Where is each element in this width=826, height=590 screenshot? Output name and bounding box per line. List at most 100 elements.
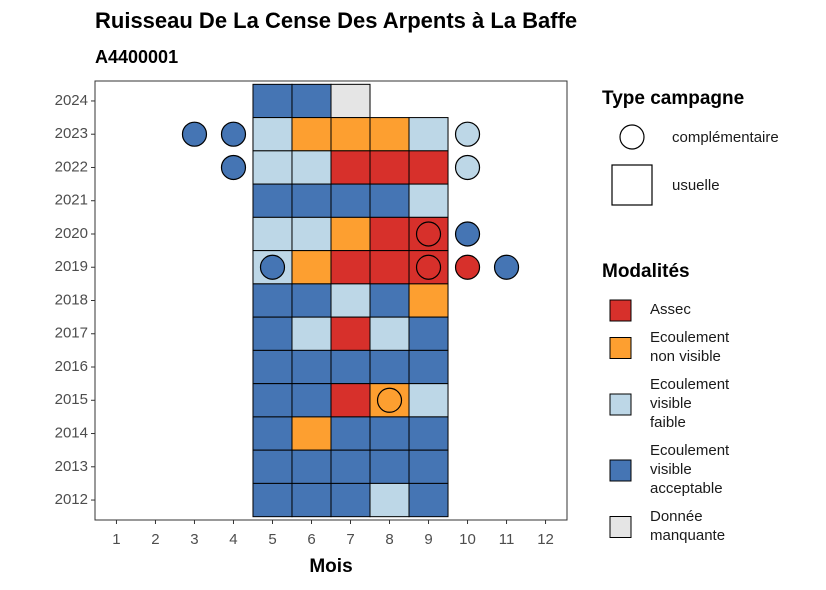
point (220, 121, 247, 147)
point (415, 254, 442, 280)
x-tick-label: 10 (459, 531, 476, 548)
tile (252, 482, 293, 518)
legend-symbol (619, 124, 645, 150)
y-tick-label: 2012 (55, 491, 88, 508)
legend-symbol (611, 164, 653, 206)
tile (291, 383, 332, 418)
y-tick-label: 2017 (55, 325, 88, 342)
tile (369, 117, 410, 152)
point (415, 221, 442, 247)
legend-label: Ecoulement (650, 376, 730, 393)
x-axis-label: Mois (309, 556, 352, 577)
legend-swatch (609, 393, 632, 416)
legend-swatch (609, 337, 632, 359)
legend-label: complémentaire (672, 129, 779, 146)
point (376, 387, 403, 413)
y-tick-label: 2018 (55, 291, 88, 308)
tile (408, 349, 449, 385)
tile (252, 349, 293, 385)
tile (291, 283, 332, 318)
tile (291, 482, 332, 518)
legend-title: Type campagne (602, 88, 744, 109)
x-tick-label: 7 (346, 531, 354, 548)
legend-swatch (609, 516, 632, 538)
legend-title: Modalités (602, 261, 690, 282)
y-tick-label: 2013 (55, 458, 88, 475)
tile (291, 416, 332, 451)
tile (369, 150, 410, 185)
legend-label: acceptable (650, 480, 723, 497)
tile (408, 482, 449, 518)
tile (369, 216, 410, 252)
x-tick-label: 12 (537, 531, 554, 548)
legend-label: manquante (650, 527, 725, 544)
tile (369, 183, 410, 218)
tile (291, 250, 332, 285)
legend-label: Ecoulement (650, 329, 730, 346)
tile (252, 117, 293, 152)
tile (330, 83, 371, 119)
x-tick-label: 8 (385, 531, 393, 548)
tile (252, 183, 293, 218)
tile (252, 83, 293, 119)
tile (291, 349, 332, 385)
tile (252, 150, 293, 185)
point (454, 221, 481, 247)
chart-title: Ruisseau De La Cense Des Arpents à La Ba… (95, 8, 577, 33)
tile (369, 283, 410, 318)
legend-label: non visible (650, 348, 721, 365)
x-tick-label: 4 (229, 531, 237, 548)
tile (408, 316, 449, 351)
tile (330, 117, 371, 152)
tile (252, 216, 293, 252)
tile (330, 416, 371, 451)
y-tick-label: 2016 (55, 358, 88, 375)
legend-label: Ecoulement (650, 442, 730, 459)
y-tick-label: 2021 (55, 192, 88, 209)
y-tick-label: 2022 (55, 158, 88, 175)
tile (408, 416, 449, 451)
tile (330, 216, 371, 252)
tile (291, 216, 332, 252)
tile (408, 183, 449, 218)
point (181, 121, 208, 147)
tile (369, 449, 410, 484)
tile (330, 349, 371, 385)
legend-label: Assec (650, 301, 691, 318)
y-tick-label: 2014 (55, 424, 88, 441)
legend-label: usuelle (672, 177, 720, 194)
point (493, 254, 520, 280)
tile (369, 349, 410, 385)
point (454, 121, 481, 147)
tile (330, 383, 371, 418)
tile (291, 449, 332, 484)
tile (369, 250, 410, 285)
point (454, 254, 481, 280)
tile (330, 283, 371, 318)
tile (291, 150, 332, 185)
x-tick-label: 6 (307, 531, 315, 548)
tile (408, 117, 449, 152)
tile (369, 316, 410, 351)
tile (408, 283, 449, 318)
tile (252, 283, 293, 318)
y-tick-label: 2024 (55, 92, 88, 109)
x-tick-label: 1 (112, 531, 120, 548)
legend-label: visible (650, 461, 692, 478)
y-tick-label: 2015 (55, 391, 88, 408)
tile (369, 416, 410, 451)
legend-label: visible (650, 395, 692, 412)
tile (330, 150, 371, 185)
tile (252, 383, 293, 418)
x-tick-label: 2 (151, 531, 159, 548)
x-tick-label: 5 (268, 531, 276, 548)
x-tick-label: 11 (499, 531, 515, 548)
point (220, 154, 247, 181)
tile (330, 316, 371, 351)
tile (291, 117, 332, 152)
legend-label: Donnée (650, 508, 703, 525)
tile (330, 482, 371, 518)
tile (408, 150, 449, 185)
tile (408, 383, 449, 418)
legend-label: faible (650, 414, 686, 431)
